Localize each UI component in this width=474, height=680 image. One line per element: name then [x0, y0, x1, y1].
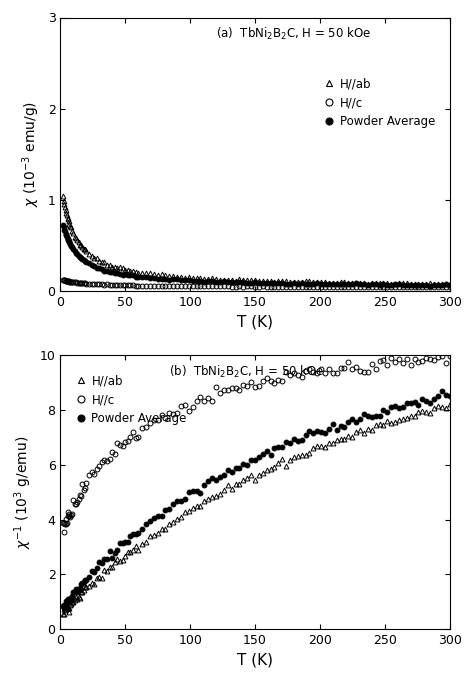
Y-axis label: $\chi$ (10$^{-3}$ emu/g): $\chi$ (10$^{-3}$ emu/g)	[20, 101, 42, 207]
Legend: H//ab, H//c, Powder Average: H//ab, H//c, Powder Average	[319, 73, 440, 133]
Legend: H//ab, H//c, Powder Average: H//ab, H//c, Powder Average	[70, 369, 191, 430]
X-axis label: T (K): T (K)	[237, 315, 273, 330]
Text: (b)  TbNi$_2$B$_2$C, H = 50 kOe: (b) TbNi$_2$B$_2$C, H = 50 kOe	[169, 364, 325, 379]
Y-axis label: $\chi^{-1}$ (10$^3$ g/emu): $\chi^{-1}$ (10$^3$ g/emu)	[12, 436, 34, 549]
Text: (a)  TbNi$_2$B$_2$C, H = 50 kOe: (a) TbNi$_2$B$_2$C, H = 50 kOe	[216, 26, 371, 41]
X-axis label: T (K): T (K)	[237, 653, 273, 668]
